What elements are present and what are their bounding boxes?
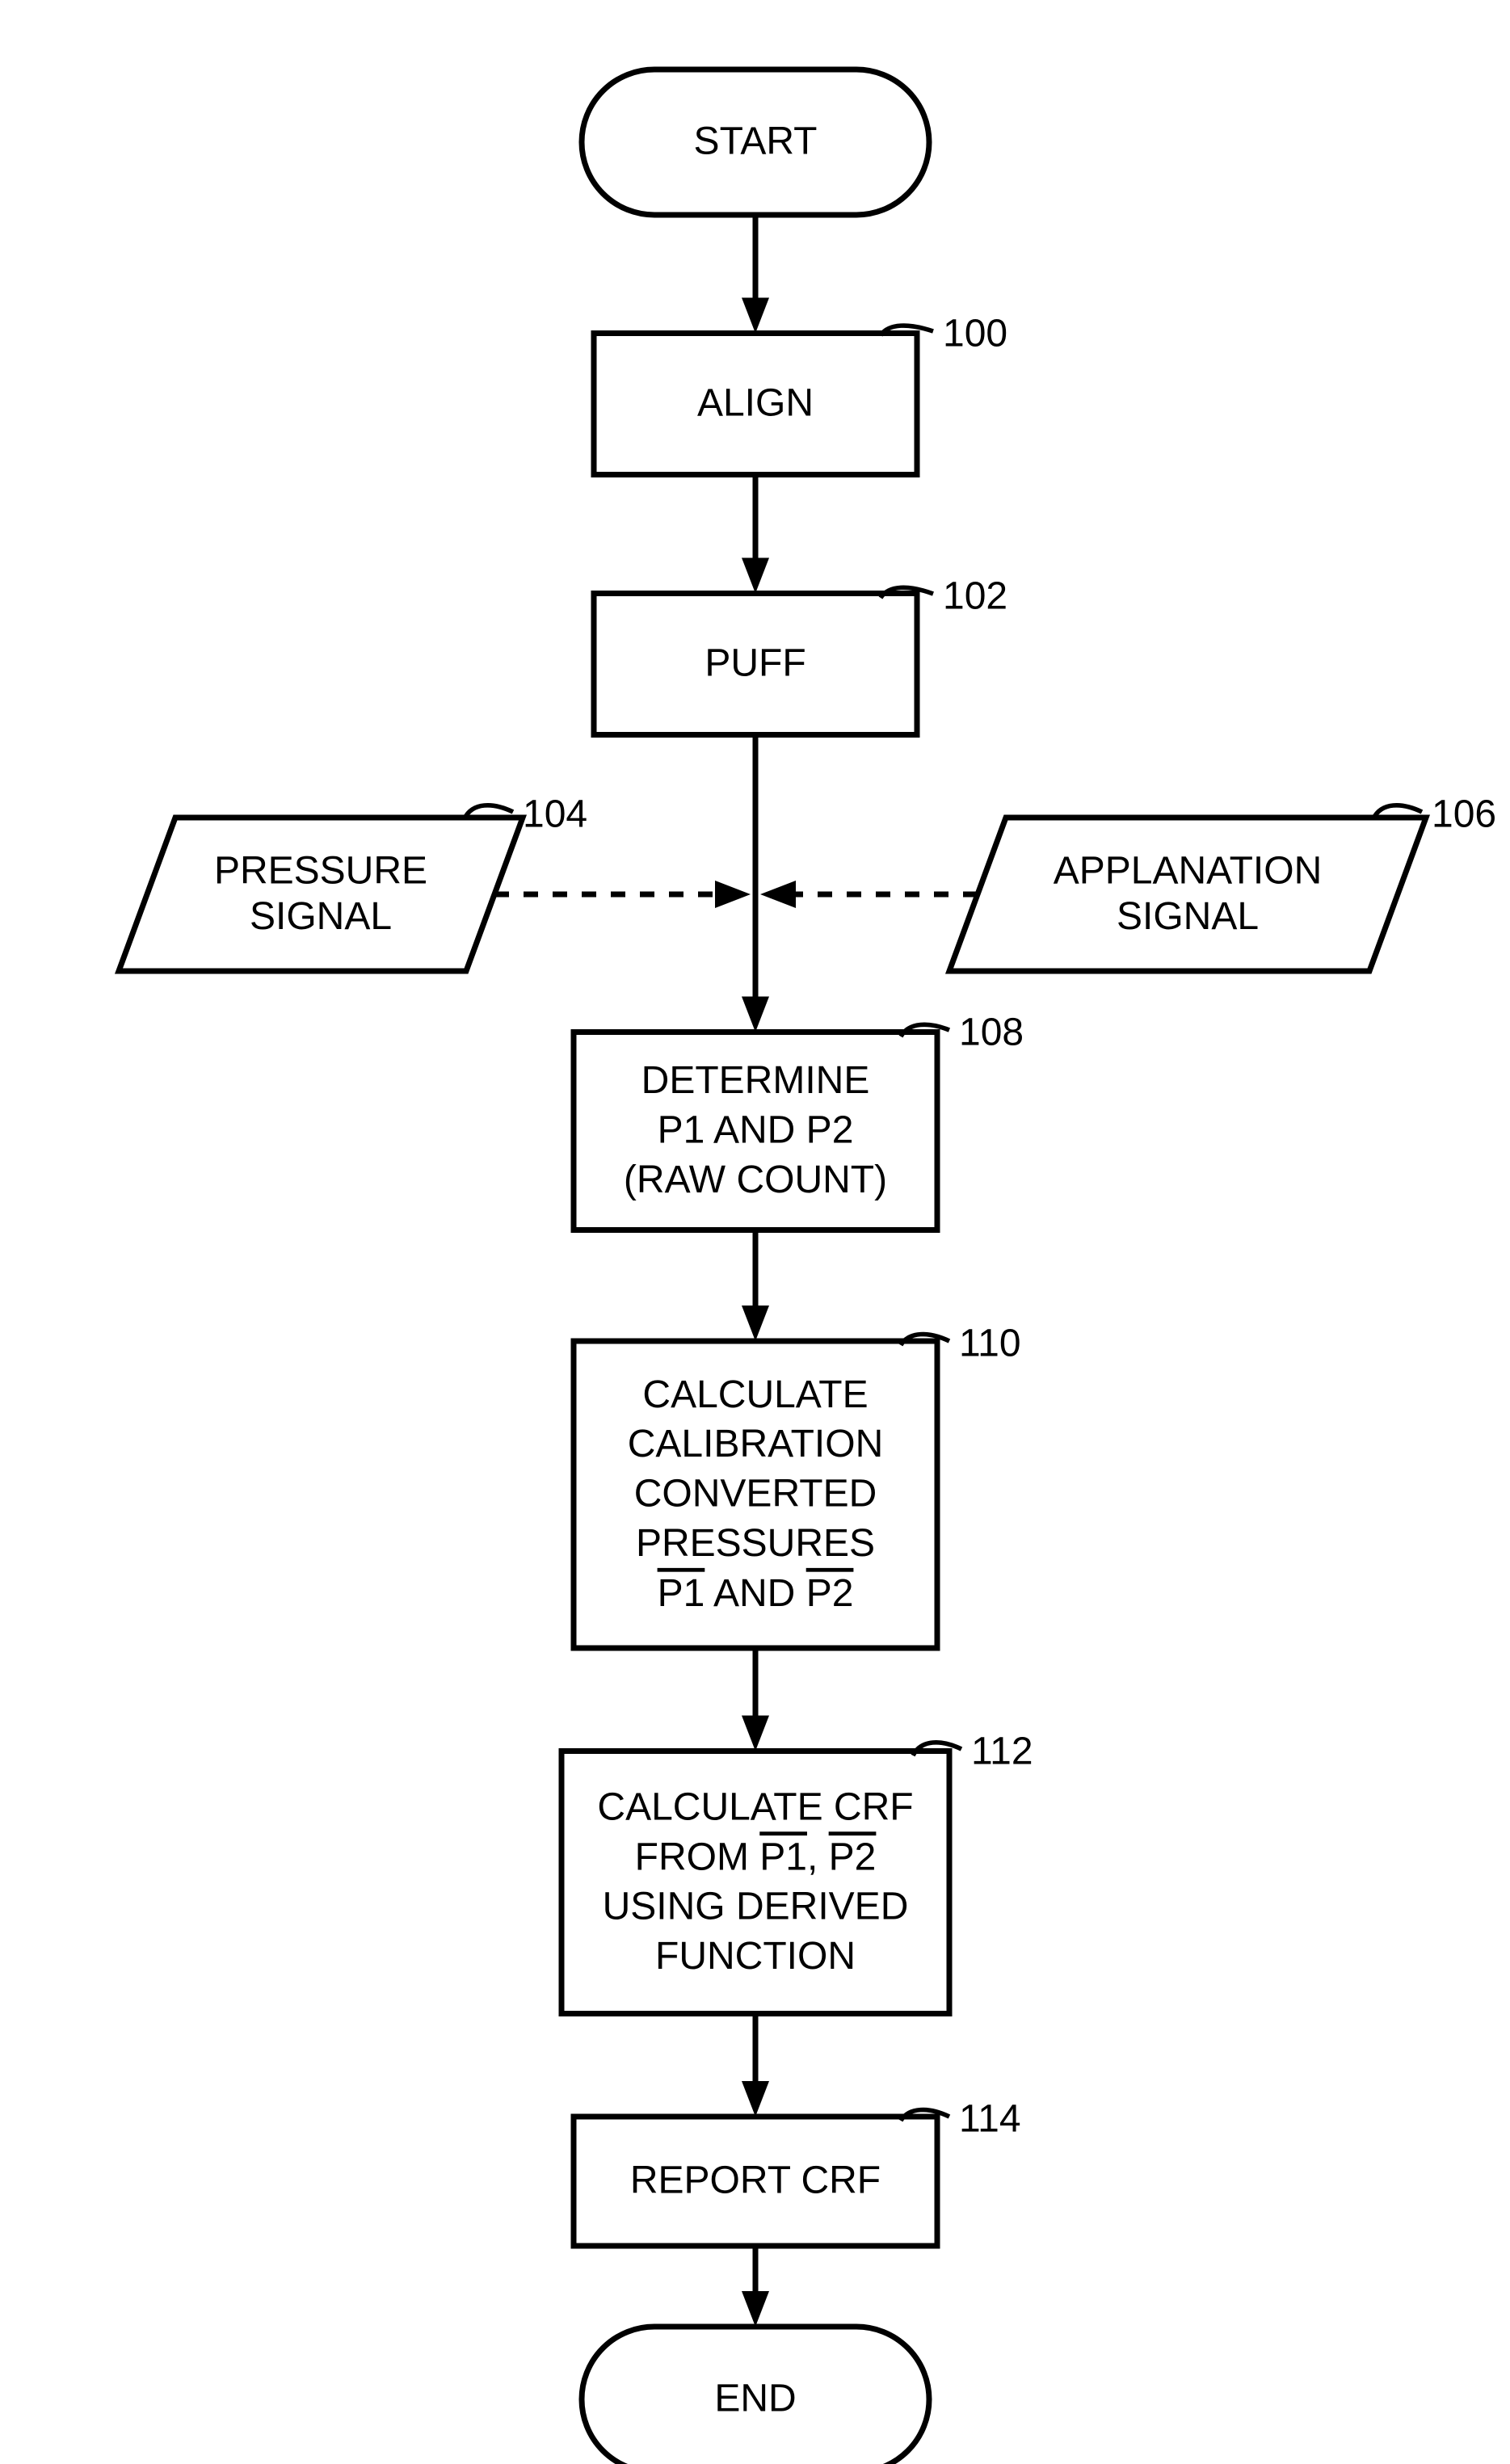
arrowhead-down-icon (742, 1306, 769, 1341)
arrowhead-down-icon (742, 2081, 769, 2117)
process-text: USING DERIVED (603, 1885, 909, 1928)
process-text: CALIBRATION (628, 1423, 884, 1465)
process-text: PRESSURES (636, 1522, 875, 1565)
arrowhead-left-icon (760, 881, 796, 908)
ref-label: 106 (1432, 793, 1496, 836)
flowchart-svg: STARTALIGNPUFFPRESSURESIGNALAPPLANATIONS… (0, 0, 1510, 2464)
arrowhead-right-icon (715, 881, 751, 908)
process-text-overline: FROM P1, P2 (635, 1835, 877, 1878)
process-text: CALCULATE (642, 1373, 868, 1416)
ref-label: 102 (943, 575, 1007, 618)
process-text: CALCULATE CRF (597, 1786, 913, 1829)
process-text: (RAW COUNT) (624, 1158, 887, 1201)
ref-label: 112 (971, 1730, 1033, 1773)
data-node-text: SIGNAL (1117, 895, 1259, 938)
ref-label: 108 (959, 1011, 1024, 1054)
terminator-label: START (694, 120, 818, 163)
process-text: DETERMINE (641, 1059, 870, 1102)
data-node-text: APPLANATION (1054, 849, 1323, 892)
process-text: PUFF (705, 642, 805, 685)
arrowhead-down-icon (742, 298, 769, 334)
process-text: ALIGN (697, 382, 814, 425)
arrowhead-down-icon (742, 997, 769, 1032)
arrowhead-down-icon (742, 2291, 769, 2327)
process-text: P1 AND P2 (658, 1109, 854, 1152)
process-text: CONVERTED (634, 1473, 877, 1516)
ref-label: 110 (959, 1322, 1021, 1365)
ref-label: 100 (943, 313, 1007, 355)
ref-label: 104 (523, 793, 587, 836)
data-node-text: SIGNAL (250, 895, 392, 938)
arrowhead-down-icon (742, 1716, 769, 1751)
arrowhead-down-icon (742, 558, 769, 594)
data-node-text: PRESSURE (214, 849, 427, 892)
process-text: FUNCTION (655, 1935, 856, 1978)
process-text: REPORT CRF (630, 2159, 881, 2202)
terminator-label: END (714, 2378, 796, 2420)
process-text-overline: P1 AND P2 (658, 1572, 854, 1615)
ref-label: 114 (959, 2098, 1021, 2141)
